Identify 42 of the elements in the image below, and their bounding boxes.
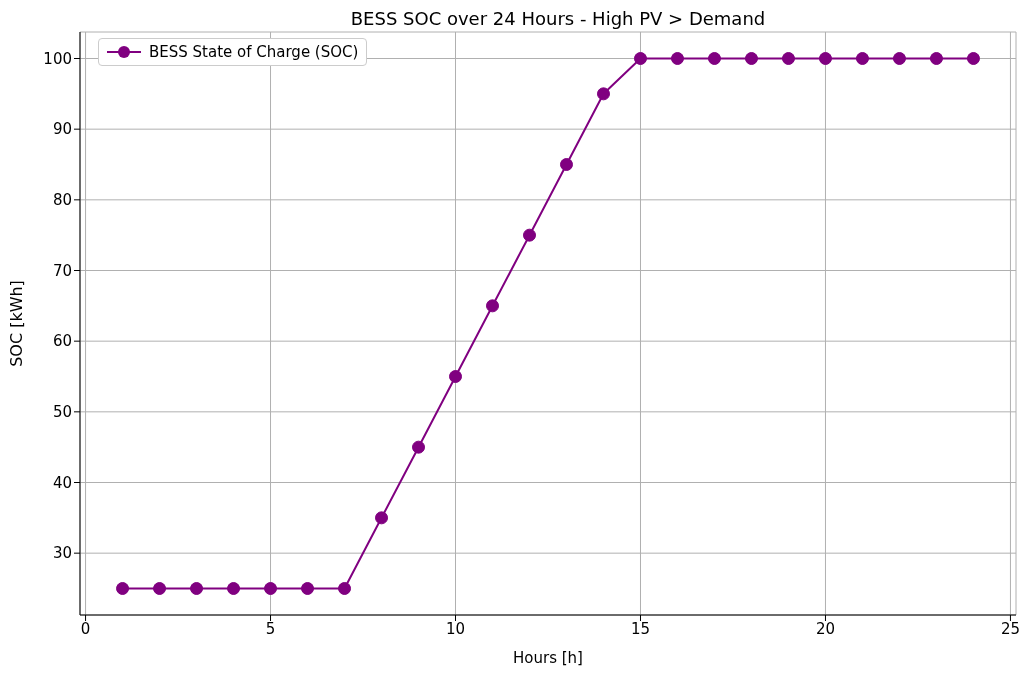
chart-title: BESS SOC over 24 Hours - High PV > Demand: [349, 8, 767, 29]
x-tick-label: 0: [80, 619, 91, 638]
y-tick-label: 40: [52, 473, 72, 492]
point: [190, 582, 204, 595]
point: [560, 158, 573, 171]
x-tick-label: 10: [445, 619, 466, 638]
point: [670, 52, 684, 65]
point: [116, 582, 130, 595]
point: [855, 52, 869, 65]
point: [264, 582, 278, 595]
point: [153, 582, 167, 595]
point: [596, 87, 610, 101]
y-axis-title: SOC [kWh]: [6, 280, 26, 367]
point: [633, 52, 647, 65]
point: [781, 52, 795, 65]
point: [301, 582, 315, 595]
x-tick-label: 5: [265, 619, 276, 638]
legend-label: BESS State of Charge (SOC): [149, 43, 359, 61]
point: [412, 440, 426, 454]
point: [338, 582, 352, 595]
point: [486, 299, 500, 313]
point: [929, 52, 943, 65]
point: [966, 52, 980, 65]
x-axis-title: Hours [h]: [513, 649, 583, 667]
point: [744, 52, 758, 65]
y-tick-label: 90: [52, 120, 72, 139]
y-tick-label: 80: [52, 191, 72, 210]
y-tick-label: 70: [52, 261, 72, 280]
point: [523, 228, 536, 242]
x-tick-label: 25: [1000, 619, 1020, 638]
x-tick-label: 15: [630, 619, 651, 638]
point: [227, 582, 241, 595]
y-tick-label: 60: [52, 332, 72, 351]
x-tick-label: 20: [815, 619, 836, 638]
y-tick-label: 100: [43, 49, 72, 68]
point: [892, 52, 906, 65]
point: [818, 52, 832, 65]
y-tick-label: 50: [52, 403, 72, 422]
point: [707, 52, 721, 65]
point: [375, 511, 389, 525]
y-tick-label: 30: [52, 544, 72, 563]
point: [449, 370, 463, 383]
